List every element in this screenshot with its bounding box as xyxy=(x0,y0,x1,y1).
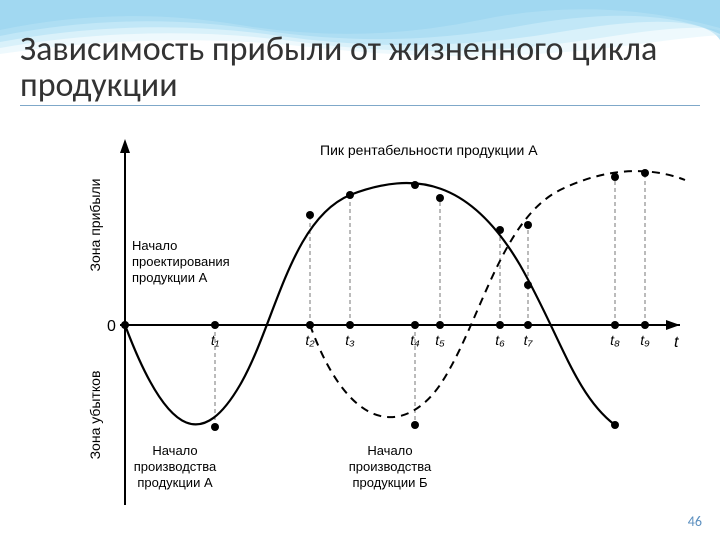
data-marker xyxy=(306,321,314,329)
tick-label: t₅ xyxy=(435,332,445,348)
curve-product-b xyxy=(310,171,685,417)
tick-label: t₇ xyxy=(524,332,534,348)
x-axis-label: t xyxy=(674,334,679,351)
data-marker xyxy=(436,194,444,202)
tick-label: t₈ xyxy=(610,332,620,348)
origin-label: 0 xyxy=(107,318,116,335)
data-marker xyxy=(411,321,419,329)
data-marker xyxy=(346,191,354,199)
profit-zone-label: Зона прибыли xyxy=(87,179,103,272)
data-marker xyxy=(211,321,219,329)
data-marker xyxy=(346,321,354,329)
data-marker xyxy=(524,281,532,289)
label-start-prod-b: продукции Б xyxy=(352,475,427,490)
curve-product-a xyxy=(125,183,615,425)
data-marker xyxy=(436,321,444,329)
tick-label: t₉ xyxy=(640,332,650,348)
label-start-design-a: Начало xyxy=(132,238,177,253)
slide-title: Зависимость прибыли от жизненного цикла … xyxy=(20,32,700,106)
data-marker xyxy=(611,173,619,181)
label-start-design-a: продукции А xyxy=(132,270,208,285)
label-start-prod-a: продукции А xyxy=(137,475,213,490)
y-axis-arrow xyxy=(120,139,130,153)
title-text: Зависимость прибыли от жизненного цикла … xyxy=(20,32,700,106)
data-marker xyxy=(611,321,619,329)
tick-label: t₄ xyxy=(410,332,420,348)
tick-label: t₂ xyxy=(305,332,315,348)
data-marker xyxy=(524,221,532,229)
data-marker xyxy=(611,421,619,429)
data-marker xyxy=(306,211,314,219)
tick-label: t₃ xyxy=(345,332,355,348)
data-marker xyxy=(496,226,504,234)
tick-label: t₁ xyxy=(211,332,220,348)
label-start-prod-b: Начало xyxy=(367,443,412,458)
data-marker xyxy=(496,321,504,329)
label-peak-a: Пик рентабельности продукции А xyxy=(320,142,538,158)
data-marker xyxy=(524,321,532,329)
data-marker xyxy=(641,169,649,177)
loss-zone-label: Зона убытков xyxy=(87,371,103,460)
data-marker xyxy=(121,321,129,329)
tick-label: t₆ xyxy=(495,332,505,348)
lifecycle-chart: 0 t Зона прибыли Зона убытков t₁ t₂ t₃ t₄ t₅ t₆ t₇… xyxy=(20,125,700,515)
data-marker xyxy=(211,423,219,431)
page-number: 46 xyxy=(688,513,702,530)
data-marker xyxy=(641,321,649,329)
data-marker xyxy=(411,181,419,189)
data-marker xyxy=(411,421,419,429)
label-start-prod-a: производства xyxy=(134,459,217,474)
label-start-prod-a: Начало xyxy=(152,443,197,458)
x-axis-arrow xyxy=(666,320,680,330)
label-start-prod-b: производства xyxy=(349,459,432,474)
label-start-design-a: проектирования xyxy=(132,254,230,269)
